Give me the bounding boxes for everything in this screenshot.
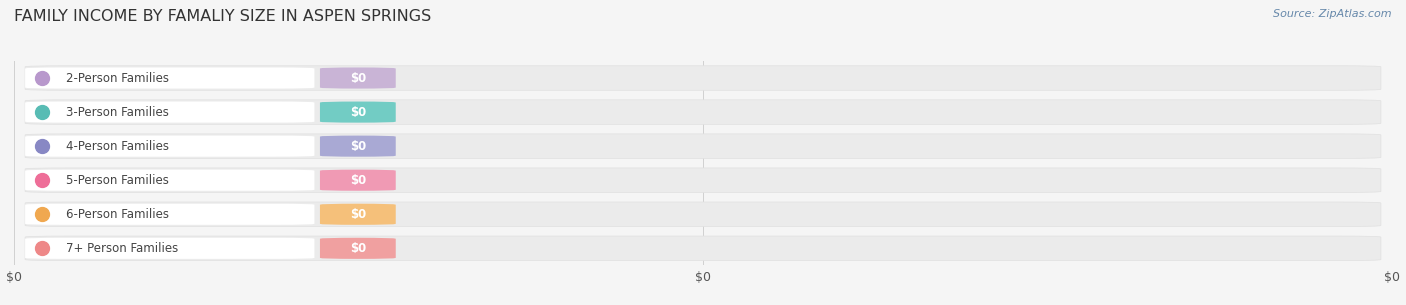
Text: 5-Person Families: 5-Person Families [66, 174, 169, 187]
FancyBboxPatch shape [25, 66, 1381, 90]
FancyBboxPatch shape [25, 238, 315, 259]
Text: 4-Person Families: 4-Person Families [66, 140, 169, 152]
FancyBboxPatch shape [25, 204, 315, 225]
Text: $0: $0 [350, 72, 366, 84]
FancyBboxPatch shape [25, 102, 315, 123]
Text: $0: $0 [350, 106, 366, 119]
FancyBboxPatch shape [25, 170, 315, 191]
FancyBboxPatch shape [321, 136, 395, 157]
FancyBboxPatch shape [25, 134, 1381, 158]
FancyBboxPatch shape [25, 168, 1381, 192]
FancyBboxPatch shape [25, 136, 315, 157]
Text: $0: $0 [350, 242, 366, 255]
FancyBboxPatch shape [25, 202, 1381, 227]
Text: 6-Person Families: 6-Person Families [66, 208, 169, 221]
Text: 7+ Person Families: 7+ Person Families [66, 242, 179, 255]
Text: FAMILY INCOME BY FAMALIY SIZE IN ASPEN SPRINGS: FAMILY INCOME BY FAMALIY SIZE IN ASPEN S… [14, 9, 432, 24]
FancyBboxPatch shape [321, 102, 395, 123]
Text: $0: $0 [350, 140, 366, 152]
Text: 3-Person Families: 3-Person Families [66, 106, 169, 119]
FancyBboxPatch shape [25, 100, 1381, 124]
Text: 2-Person Families: 2-Person Families [66, 72, 169, 84]
Text: $0: $0 [350, 174, 366, 187]
FancyBboxPatch shape [321, 170, 395, 191]
Text: Source: ZipAtlas.com: Source: ZipAtlas.com [1274, 9, 1392, 19]
Text: $0: $0 [350, 208, 366, 221]
FancyBboxPatch shape [25, 67, 315, 88]
FancyBboxPatch shape [25, 236, 1381, 260]
FancyBboxPatch shape [321, 238, 395, 259]
FancyBboxPatch shape [321, 204, 395, 225]
FancyBboxPatch shape [321, 67, 395, 88]
